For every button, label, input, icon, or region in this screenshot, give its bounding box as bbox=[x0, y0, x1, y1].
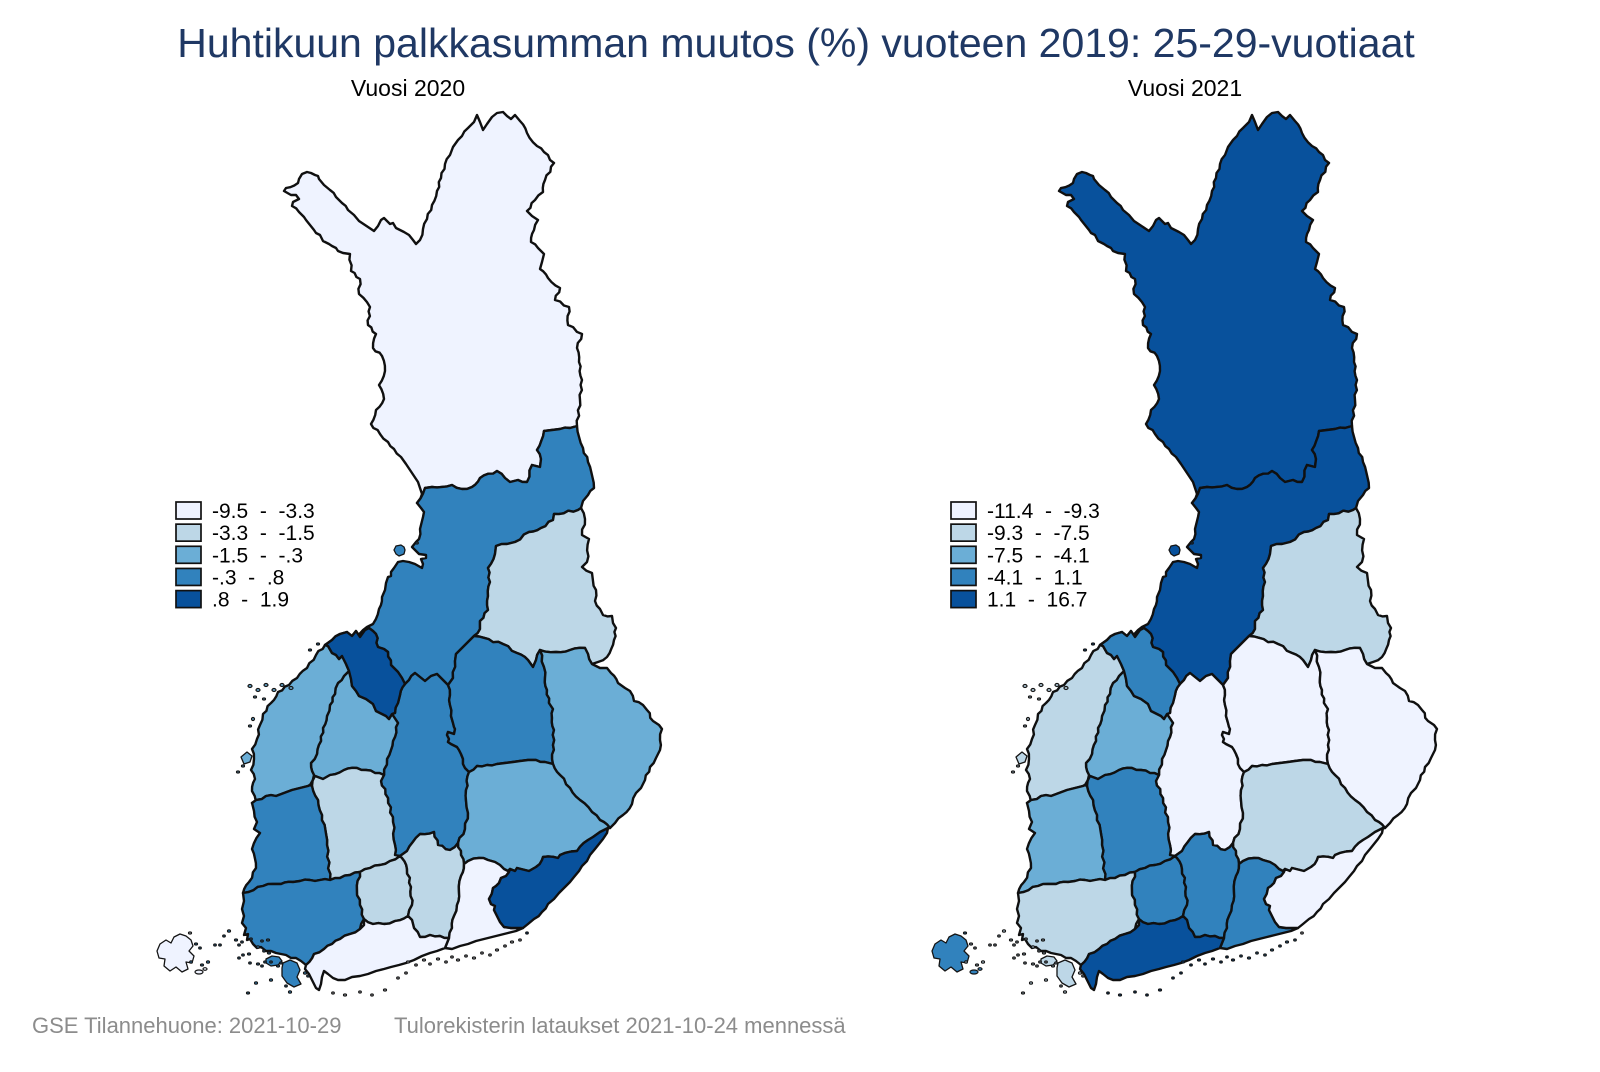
svg-text:-4.1 - 1.1: -4.1 - 1.1 bbox=[987, 566, 1083, 589]
svg-text:-9.5 - -3.3: -9.5 - -3.3 bbox=[212, 500, 315, 523]
svg-text:-11.4 - -9.3: -11.4 - -9.3 bbox=[987, 500, 1100, 523]
svg-text:GSE Tilannehuone: 2021-10-29: GSE Tilannehuone: 2021-10-29 bbox=[32, 1013, 341, 1038]
svg-text:Tulorekisterin lataukset 2021-: Tulorekisterin lataukset 2021-10-24 menn… bbox=[394, 1013, 846, 1038]
svg-text:Huhtikuun palkkasumman muutos: Huhtikuun palkkasumman muutos (%) vuotee… bbox=[177, 20, 1415, 66]
svg-text:-.3 - .8: -.3 - .8 bbox=[212, 566, 284, 589]
svg-text:-3.3 - -1.5: -3.3 - -1.5 bbox=[212, 522, 315, 545]
svg-text:.8 - 1.9: .8 - 1.9 bbox=[212, 589, 289, 612]
svg-text:-1.5 - -.3: -1.5 - -.3 bbox=[212, 544, 303, 567]
svg-text:1.1 - 16.7: 1.1 - 16.7 bbox=[987, 589, 1087, 612]
svg-text:-9.3 - -7.5: -9.3 - -7.5 bbox=[987, 522, 1090, 545]
svg-text:Vuosi 2021: Vuosi 2021 bbox=[1128, 75, 1242, 101]
svg-text:Vuosi 2020: Vuosi 2020 bbox=[351, 75, 465, 101]
svg-text:-7.5 - -4.1: -7.5 - -4.1 bbox=[987, 544, 1090, 567]
